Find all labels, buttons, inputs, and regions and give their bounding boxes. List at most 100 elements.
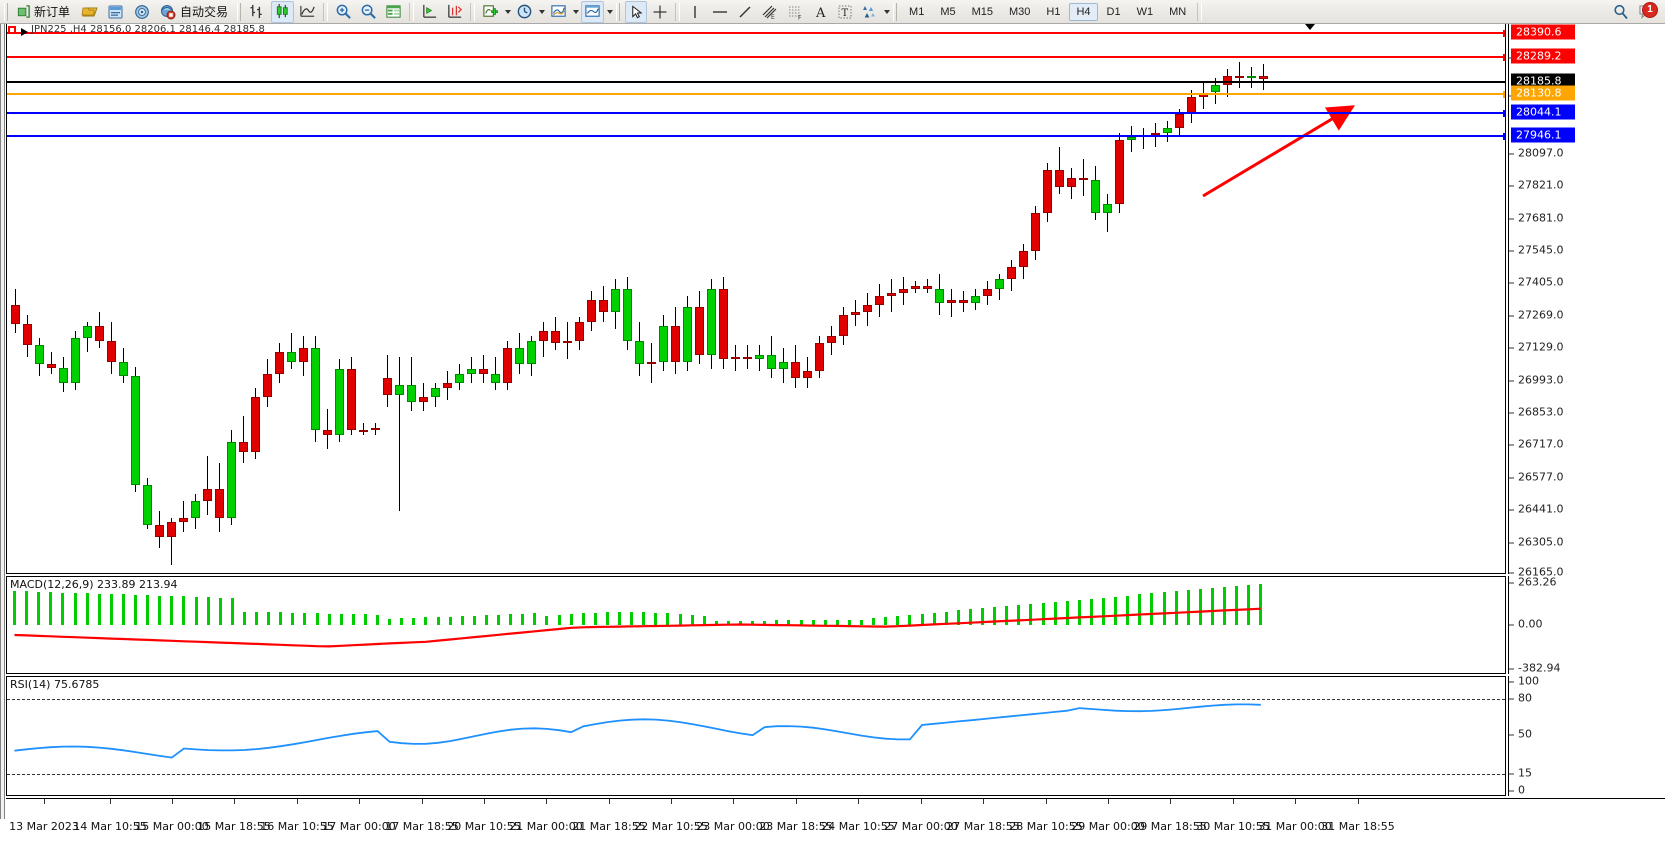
macd-pane[interactable]: MACD(12,26,9) 233.89 213.94 xyxy=(6,576,1506,674)
price-level-line[interactable] xyxy=(7,30,1505,37)
macd-bar xyxy=(908,614,912,625)
price-level-tag[interactable]: 28130.8 xyxy=(1511,85,1575,101)
equidistant-channel-button[interactable]: E xyxy=(758,1,782,23)
toolbar-grip[interactable] xyxy=(4,2,8,21)
price-line-handle[interactable] xyxy=(1503,54,1505,61)
auto-trading-button[interactable]: 自动交易 xyxy=(156,1,234,23)
chart-area[interactable]: JPN225 ,H4 28156.0 28206.1 28146.4 28185… xyxy=(0,24,1665,843)
candle-body xyxy=(107,340,116,362)
svg-text:A: A xyxy=(815,6,826,20)
scale-tick: -382.94 xyxy=(1509,662,1665,675)
price-level-tag[interactable]: 28185.8 xyxy=(1511,73,1575,89)
line-chart-button[interactable] xyxy=(296,1,319,23)
rsi-pane[interactable]: RSI(14) 75.6785 xyxy=(6,676,1506,796)
news-button[interactable] xyxy=(104,1,128,23)
timeframe-h1[interactable]: H1 xyxy=(1046,5,1061,18)
candle-body xyxy=(755,354,764,360)
candle-body xyxy=(539,331,548,341)
candle-body xyxy=(263,373,272,398)
horizontal-line-button[interactable] xyxy=(708,1,732,23)
period-button[interactable] xyxy=(513,1,536,23)
chart-scroll-caret[interactable] xyxy=(1305,24,1315,30)
price-level-line[interactable] xyxy=(7,110,1505,117)
shapes-dropdown-arrow[interactable] xyxy=(882,2,891,22)
price-scale[interactable]: 28373.028233.028097.027821.027681.027545… xyxy=(1508,24,1665,579)
price-level-line[interactable] xyxy=(7,133,1505,140)
notifications-button[interactable]: 1 xyxy=(1635,1,1659,23)
candle-body xyxy=(311,347,320,431)
vertical-line-button[interactable] xyxy=(684,1,706,23)
fibonacci-button[interactable]: F xyxy=(784,1,808,23)
text-label-button[interactable]: T xyxy=(834,1,856,23)
price-level-line[interactable] xyxy=(7,54,1505,61)
price-level-line[interactable] xyxy=(7,91,1505,98)
price-line-handle[interactable] xyxy=(1503,91,1505,98)
candlestick-chart-button[interactable] xyxy=(271,0,295,23)
candle-body xyxy=(575,321,584,341)
toolbar-grip-2[interactable] xyxy=(237,2,242,21)
timeframe-w1[interactable]: W1 xyxy=(1136,5,1154,18)
time-axis[interactable]: 13 Mar 2023 14 Mar 10:55 15 Mar 00:00 15 Ma… xyxy=(6,798,1665,843)
scale-tick: 26993.0 xyxy=(1509,374,1665,387)
symbol-ohlc-label: JPN225 ,H4 28156.0 28206.1 28146.4 28185… xyxy=(31,24,265,35)
period-dropdown-arrow[interactable] xyxy=(537,2,546,22)
candle-body xyxy=(1163,127,1172,133)
time-label: 14 Mar 10:55 xyxy=(73,820,147,833)
symbol-anchor-handle[interactable] xyxy=(8,26,16,34)
toolbar-grip-3[interactable] xyxy=(616,2,621,21)
candle-body xyxy=(803,371,812,379)
bar-chart-button[interactable] xyxy=(246,1,269,23)
auto-scroll-button[interactable] xyxy=(443,1,466,23)
toolbar-grip-4[interactable] xyxy=(893,2,898,21)
candle-body xyxy=(731,357,740,360)
profile-button[interactable] xyxy=(78,1,102,23)
time-tick xyxy=(1233,799,1234,804)
candle-body xyxy=(767,354,776,369)
macd-bar xyxy=(170,596,174,625)
timeframe-h4[interactable]: H4 xyxy=(1069,2,1098,21)
macd-bar xyxy=(218,597,222,625)
shift-chart-button[interactable] xyxy=(418,1,441,23)
time-tick xyxy=(172,799,173,804)
timeframe-mn[interactable]: MN xyxy=(1169,5,1187,18)
timeframe-d1[interactable]: D1 xyxy=(1106,5,1121,18)
candle-body xyxy=(563,340,572,343)
price-level-tag[interactable]: 27946.1 xyxy=(1511,127,1575,143)
add-indicator-dropdown-arrow[interactable] xyxy=(503,2,512,22)
chart-style-button[interactable] xyxy=(581,0,605,23)
timeframe-m5[interactable]: M5 xyxy=(940,5,956,18)
add-indicator-button[interactable] xyxy=(479,1,502,23)
zoom-in-button[interactable] xyxy=(332,1,355,23)
price-level-line[interactable] xyxy=(7,81,1505,83)
cursor-button[interactable] xyxy=(625,0,648,23)
timeframe-m1[interactable]: M1 xyxy=(909,5,925,18)
price-pane[interactable]: JPN225 ,H4 28156.0 28206.1 28146.4 28185… xyxy=(6,24,1506,574)
chart-style-dropdown-arrow[interactable] xyxy=(605,2,614,22)
macd-bar xyxy=(981,608,984,625)
price-level-tag[interactable]: 28044.1 xyxy=(1511,104,1575,120)
search-button[interactable] xyxy=(1609,1,1633,23)
price-line-handle[interactable] xyxy=(1503,110,1505,117)
price-line-handle[interactable] xyxy=(1503,30,1505,37)
candle-body xyxy=(983,288,992,296)
price-line-handle[interactable] xyxy=(1503,133,1505,140)
timeframe-m15[interactable]: M15 xyxy=(971,5,993,18)
signals-button[interactable] xyxy=(130,1,154,23)
time-tick xyxy=(796,799,797,804)
shapes-button[interactable] xyxy=(858,1,881,23)
price-level-tag[interactable]: 28289.2 xyxy=(1511,48,1575,64)
price-level-tag[interactable]: 28390.6 xyxy=(1511,24,1575,40)
new-order-button[interactable]: 新订单 xyxy=(13,1,76,23)
timeframe-m30[interactable]: M30 xyxy=(1009,5,1031,18)
candle-body xyxy=(1019,250,1028,268)
trendline-button[interactable] xyxy=(734,1,756,23)
vertical-line-icon xyxy=(694,5,696,18)
text-button[interactable]: A xyxy=(810,1,832,23)
data-window-button[interactable] xyxy=(382,1,405,23)
templates-dropdown-arrow[interactable] xyxy=(571,2,580,22)
crosshair-button[interactable] xyxy=(649,1,671,23)
zoom-out-button[interactable] xyxy=(357,1,380,23)
time-label: 17 Mar 00:00 xyxy=(322,820,396,833)
templates-button[interactable] xyxy=(547,1,570,23)
macd-bar xyxy=(1223,587,1226,625)
